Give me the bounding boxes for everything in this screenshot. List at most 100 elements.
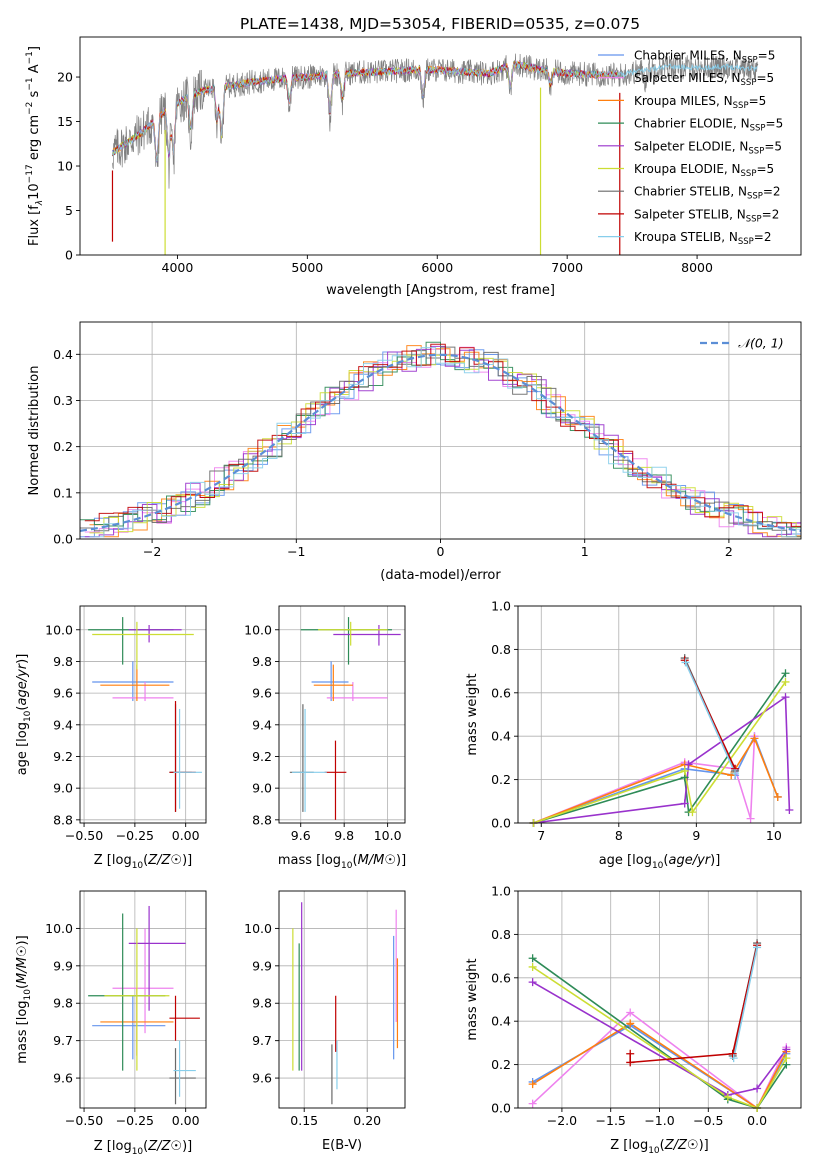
plot-area-age-vs-mass [289,617,401,820]
x-axis-label: Z [log10(Z/Z☉)] [94,1139,193,1157]
legend-suffix: =5 [749,94,767,108]
label-part: 10 [132,861,144,871]
series-marker [528,962,537,971]
x-axis-label: mass [log10(M/M☉)] [278,853,406,871]
x-tick-label: 0.0 [747,1113,767,1128]
legend-text: Chabrier ELODIE, N [634,117,750,131]
legend-subscript: SSP [741,78,757,88]
legend-suffix: =5 [758,49,776,63]
axes-mass-vs-EBV: 0.15 0.20 9.6 9.7 9.8 9.9 10.0 E(B-V) [244,890,406,1153]
y-tick-label: 0.6 [491,685,511,700]
y-tick-label: 0.4 [53,347,73,362]
legend-subscript: SSP [738,237,754,247]
legend-subscript: SSP [733,101,749,111]
label-part: ) [182,853,187,868]
label-part: erg cm [27,115,42,164]
y-axis-label: Flux [fλ10−17 erg cm−2 s−1 A−1] [25,46,45,246]
legend-label: Chabrier ELODIE, NSSP=5 [634,117,783,134]
grid-mass-vs-EBV [279,891,405,1108]
label-part: age/yr [15,662,30,705]
label-part: −1 [25,51,35,64]
series-marker [729,1054,738,1063]
label-part: ) [710,853,715,868]
y-tick-label: 9.0 [252,781,272,796]
label-part: Z/Z☉ [147,853,182,868]
label-part: Z [ [94,853,112,868]
label-part: −2 [25,102,35,115]
legend-text: Salpeter ELODIE, N [634,139,748,153]
axes-frame [278,605,406,824]
label-part: 10 [341,861,353,871]
axes-frame [79,36,802,256]
histogram-step-line [89,354,801,538]
label-part: ] [715,853,720,868]
label-part: ] [704,1138,709,1153]
y-tick-label: 9.2 [252,749,272,764]
label-part: log [112,1139,132,1154]
label-part: 10 [648,1146,660,1156]
legend-subscript: SSP [741,169,757,179]
y-tick-label: 0.4 [491,1014,511,1029]
y-tick-label: 0.3 [53,393,73,408]
y-tick-label: 9.8 [252,996,272,1011]
legend-suffix: =5 [756,162,774,176]
legend-label: Salpeter STELIB, NSSP=2 [634,207,779,224]
legend-text: Chabrier MILES, N [634,49,742,63]
legend-text: Salpeter MILES, N [634,71,741,85]
x-tick-label: 6000 [421,260,453,275]
x-tick-label: −2.0 [547,1113,577,1128]
series-marker [626,1049,635,1058]
plot-area-residuals [80,341,801,538]
x-axis-label: Z [log10(Z/Z☉)] [94,853,193,871]
legend-subscript: SSP [750,124,766,134]
axes-frame [79,321,802,540]
x-axis-label: (data-model)/error [380,568,501,583]
legend-text: Kroupa MILES, N [634,94,733,108]
y-tick-label: 1.0 [491,884,511,899]
legend-label: Salpeter MILES, NSSP=5 [634,71,774,88]
x-tick-label: −0.50 [65,1113,103,1128]
label-part: mass [ [15,1020,30,1063]
axes-spectrum: 4000 5000 6000 7000 8000 0 5 10 15 20 wavelength [… [25,36,802,298]
label-part: Z [ [610,1138,628,1153]
y-tick-label: 0.1 [53,485,73,500]
series-marker [528,978,537,987]
label-part: ) [396,853,401,868]
legend-label: Kroupa ELODIE, NSSP=5 [634,162,774,179]
axes-residuals: −2 −1 0 1 2 0.0 0.1 0.2 0.3 0.4 (data-model)/error… [27,321,802,583]
x-tick-label: −0.50 [65,828,103,843]
x-tick-label: 0.20 [353,1113,381,1128]
x-tick-label: −1.5 [596,1113,626,1128]
series-marker [626,1058,635,1067]
series-marker [781,677,790,686]
legend-subscript: SSP [747,192,763,202]
legend-text: Kroupa ELODIE, N [634,162,741,176]
series-marker [681,658,690,667]
label-part: ] [15,654,30,659]
histogram-step-line [89,347,801,538]
label-part: λ [35,200,45,206]
y-tick-label: 0.6 [491,970,511,985]
legend-suffix: =5 [756,71,774,85]
legend-label: Salpeter ELODIE, NSSP=5 [634,139,782,156]
legend-label: 𝒩(0, 1) [738,336,784,351]
label-part: ] [15,935,30,940]
legend-label: Kroupa MILES, NSSP=5 [634,94,766,111]
y-tick-label: 15 [57,114,73,129]
label-part: M/M☉ [358,853,396,868]
x-tick-label: −0.5 [693,1113,723,1128]
y-tick-label: 9.6 [53,686,73,701]
label-part: ) [182,1139,187,1154]
label-part: M/M☉ [15,945,30,983]
y-tick-label: 0.0 [53,532,73,547]
y-tick-label: 0 [65,248,73,263]
series-marker [750,734,759,743]
axes-age-vs-Z: −0.50 −0.25 0.008.89.09.29.49.69.810.0Z [l… [15,605,207,871]
reference-curve [80,353,801,532]
axes-frame [278,890,406,1109]
ticks-mass-vs-EBV: 0.15 0.20 9.6 9.7 9.8 9.9 10.0 [244,921,381,1128]
x-tick-label: 0.15 [290,1113,318,1128]
y-tick-label: 10.0 [244,921,272,936]
label-part: ] [27,46,42,51]
